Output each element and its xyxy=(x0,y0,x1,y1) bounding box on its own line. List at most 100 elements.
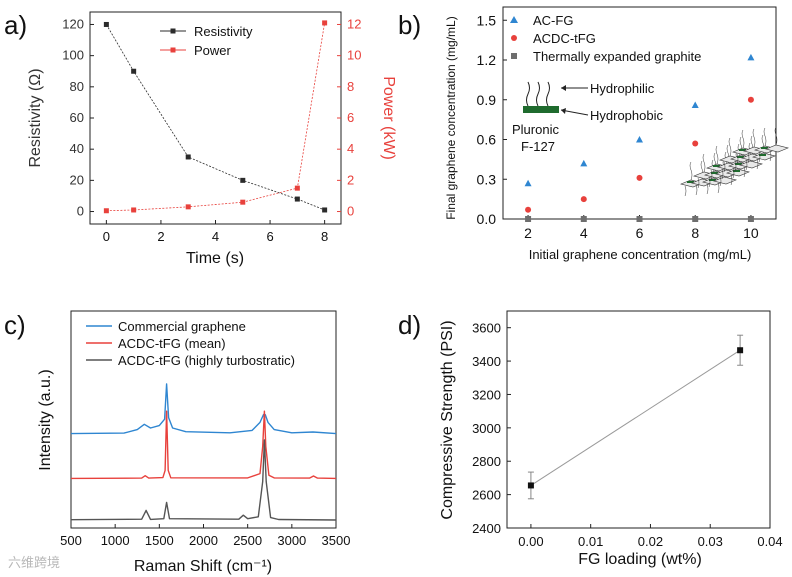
y-tick-label: 120 xyxy=(62,16,84,31)
legend-acfg-label: AC-FG xyxy=(533,13,573,28)
y-right-tick-label: 0 xyxy=(347,204,354,219)
y-tick-label: 0 xyxy=(77,204,84,219)
legend-resistivity-label: Resistivity xyxy=(194,24,253,39)
polymer-chain xyxy=(689,161,693,181)
hydrophobic-segment xyxy=(733,170,740,172)
y-tick-label: 2400 xyxy=(472,521,501,536)
y-tick-label: 3000 xyxy=(472,421,501,436)
panel-a-label: a) xyxy=(4,10,27,40)
data-point-acfg xyxy=(747,53,755,61)
panel-c-x-label: Raman Shift (cm⁻¹) xyxy=(134,558,272,575)
polymer-chain xyxy=(732,167,735,179)
legend-acdc-marker xyxy=(511,35,517,41)
panel-b-y-label: Final graphene concentration (mg/mL) xyxy=(444,16,458,219)
panel-a-x-ticks: 0 2 4 6 8 xyxy=(103,220,328,244)
y-tick-label: 20 xyxy=(70,172,84,187)
panel-b-series xyxy=(524,53,755,222)
polymer-chain xyxy=(756,158,759,170)
y-right-tick-label: 2 xyxy=(347,172,354,187)
polymer-chain xyxy=(719,175,722,187)
y-tick-label: 0.9 xyxy=(477,92,497,108)
hydrophobic-segment xyxy=(711,172,718,174)
panel-a-left-y-label: Resistivity (Ω) xyxy=(27,68,44,167)
panel-d-series xyxy=(527,334,744,500)
data-point-power xyxy=(240,199,246,205)
x-tick-label: 4 xyxy=(212,229,219,244)
y-right-tick-label: 10 xyxy=(347,48,361,63)
data-point xyxy=(527,482,534,489)
y-tick-label: 3200 xyxy=(472,387,501,402)
x-tick-label: 2000 xyxy=(189,533,218,548)
panel-a-right-y-label: Power (kW) xyxy=(380,76,397,160)
panel-d-x-ticks: 0.00 0.01 0.02 0.03 0.04 xyxy=(518,524,783,549)
x-tick-label: 0.02 xyxy=(638,534,663,549)
x-tick-label: 500 xyxy=(60,533,82,548)
trend-line xyxy=(530,349,741,486)
data-point-acfg xyxy=(691,101,699,109)
y-tick-label: 100 xyxy=(62,48,84,63)
x-tick-label: 0.04 xyxy=(757,534,782,549)
data-point-resistivity xyxy=(240,177,246,183)
legend-commercial-label: Commercial graphene xyxy=(118,319,246,334)
y-tick-label: 2600 xyxy=(472,488,501,503)
x-tick-label: 3000 xyxy=(277,533,306,548)
polymer-chain xyxy=(717,182,720,194)
panel-b-x-label: Initial graphene concentration (mg/mL) xyxy=(529,247,752,262)
y-tick-label: 2800 xyxy=(472,454,501,469)
hydrophobic-segment xyxy=(709,179,716,181)
legend-teg-marker xyxy=(511,53,517,59)
y-tick-label: 1.2 xyxy=(477,52,497,68)
x-tick-label: 0 xyxy=(103,229,110,244)
polymer-chain xyxy=(745,159,748,171)
polymer-chain xyxy=(695,184,698,196)
graphene-flake xyxy=(765,144,789,153)
hydrophobic-segment xyxy=(713,165,720,167)
polymer-chain xyxy=(708,176,711,188)
data-point xyxy=(737,347,744,354)
panel-b: b) 2 4 6 8 10 0.0 0.3 0.6 0.9 1.2 1.5 AC-FG ACDC-… xyxy=(398,6,789,262)
x-tick-label: 2 xyxy=(157,229,164,244)
polymer-chain xyxy=(723,161,726,173)
polymer-chain xyxy=(684,185,687,197)
pluronic-label-1: Pluronic xyxy=(512,122,559,137)
spectrum-line xyxy=(70,439,337,521)
panel-d-frame xyxy=(506,310,771,529)
polymer-chain xyxy=(734,160,737,172)
hydrophobic-segment xyxy=(687,181,694,183)
data-point-resistivity xyxy=(322,207,328,213)
data-point-resistivity xyxy=(131,68,137,74)
legend-power-marker xyxy=(170,47,176,53)
data-point-resistivity xyxy=(103,21,109,27)
panel-c-x-label-text: Raman Shift (cm⁻¹) xyxy=(134,558,272,575)
panel-d-x-label: FG loading (wt%) xyxy=(578,551,702,568)
polymer-chain xyxy=(763,127,767,147)
x-tick-label: 0.00 xyxy=(518,534,543,549)
panel-c: c) 500 1000 1500 2000 2500 3000 3500 Commercia… xyxy=(4,310,350,575)
x-tick-label: 6 xyxy=(266,229,273,244)
data-point-acfg xyxy=(636,136,643,143)
panel-a-x-label: Time (s) xyxy=(186,250,244,267)
polymer-chain xyxy=(743,166,746,178)
data-point-resistivity xyxy=(294,196,300,202)
panel-b-legend: AC-FG ACDC-tFG Thermally expanded graphi… xyxy=(510,13,701,64)
data-point-power xyxy=(103,208,109,214)
pluronic-label-2: F-127 xyxy=(521,139,555,154)
x-tick-label: 4 xyxy=(580,225,588,241)
hydrophobic-segment xyxy=(759,154,766,156)
hydrophobic-segment xyxy=(739,149,746,151)
polymer-chain xyxy=(710,169,713,181)
panel-a-series xyxy=(103,20,328,214)
hydrophobic-segment xyxy=(735,163,742,165)
polymer-chain-3 xyxy=(546,81,550,107)
polymer-chain xyxy=(747,152,750,164)
panel-c-x-ticks: 500 1000 1500 2000 2500 3000 3500 xyxy=(60,524,350,548)
polymer-chain xyxy=(736,153,739,165)
hydrophobic-segment xyxy=(737,156,744,158)
polymer-chain xyxy=(715,145,719,165)
watermark: 六维跨境 xyxy=(8,556,61,571)
y-tick-label: 80 xyxy=(70,79,84,94)
data-point-teg xyxy=(692,216,699,222)
data-point-power xyxy=(185,204,191,210)
legend-teg-label: Thermally expanded graphite xyxy=(533,49,701,64)
